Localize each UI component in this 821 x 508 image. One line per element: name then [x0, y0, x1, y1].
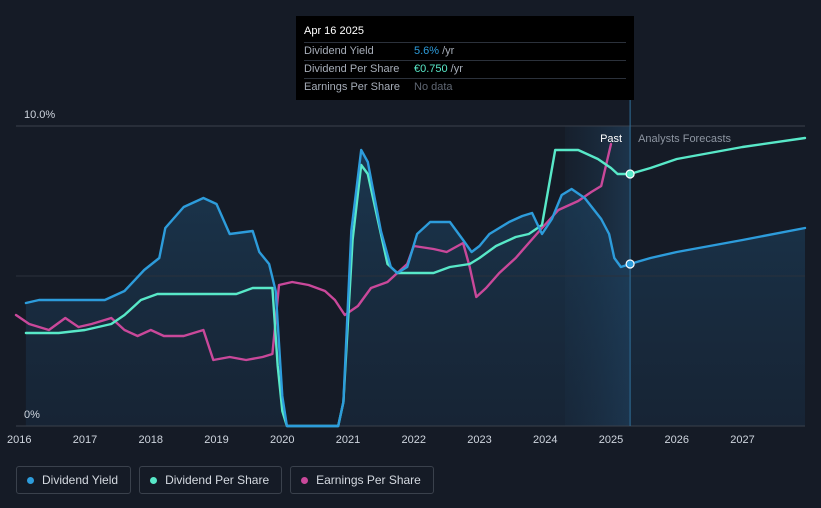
legend-dot-icon: [27, 476, 34, 484]
legend: Dividend Yield Dividend Per Share Earnin…: [16, 466, 434, 494]
tooltip-value: 5.6%: [414, 45, 440, 57]
dividend-yield-line: [24, 148, 807, 428]
x-tick-label: 2018: [139, 434, 163, 446]
tooltip-unit: /yr: [450, 63, 463, 75]
tooltip-label: Dividend Per Share: [304, 63, 400, 75]
x-tick-label: 2020: [270, 434, 294, 446]
legend-label: Dividend Per Share: [165, 473, 270, 487]
legend-dot-icon: [150, 476, 158, 484]
legend-dividend-yield[interactable]: Dividend Yield: [16, 466, 132, 494]
tooltip-label: Earnings Per Share: [304, 81, 400, 93]
forecast-label: Analysts Forecasts: [638, 133, 731, 145]
x-tick-label: 2017: [73, 434, 97, 446]
earnings-per-share-line: [14, 142, 613, 362]
x-tick-label: 2019: [204, 434, 228, 446]
x-tick-label: 2016: [7, 434, 31, 446]
x-tick-label: 2025: [599, 434, 623, 446]
y-tick-label-top: 10.0%: [24, 109, 55, 121]
tooltip-value: No data: [414, 81, 453, 93]
past-label: Past: [600, 133, 622, 145]
legend-label: Earnings Per Share: [316, 473, 421, 487]
dividend-yield-marker: [625, 259, 635, 269]
tooltip-value: €0.750: [414, 63, 448, 75]
x-tick-label: 2021: [336, 434, 360, 446]
tooltip-row-earnings-per-share: Earnings Per Share No data: [304, 79, 626, 96]
x-tick-label: 2024: [533, 434, 557, 446]
legend-label: Dividend Yield: [42, 473, 119, 487]
tooltip-row-dividend-per-share: Dividend Per Share €0.750 /yr: [304, 61, 626, 79]
dividend-yield-area: [25, 150, 805, 426]
dividend-per-share-marker: [625, 169, 635, 179]
x-tick-label: 2026: [665, 434, 689, 446]
x-tick-label: 2023: [467, 434, 491, 446]
legend-earnings-per-share[interactable]: Earnings Per Share: [290, 466, 434, 494]
x-tick-label: 2022: [402, 434, 426, 446]
tooltip: Apr 16 2025 Dividend Yield 5.6% /yr Divi…: [296, 16, 634, 100]
legend-dot-icon: [301, 476, 309, 484]
tooltip-date: Apr 16 2025: [304, 24, 626, 43]
legend-dividend-per-share[interactable]: Dividend Per Share: [139, 466, 283, 494]
x-tick-label: 2027: [730, 434, 754, 446]
tooltip-label: Dividend Yield: [304, 45, 374, 57]
tooltip-row-dividend-yield: Dividend Yield 5.6% /yr: [304, 43, 626, 61]
tooltip-unit: /yr: [442, 45, 455, 57]
y-tick-label-bottom: 0%: [24, 409, 40, 421]
